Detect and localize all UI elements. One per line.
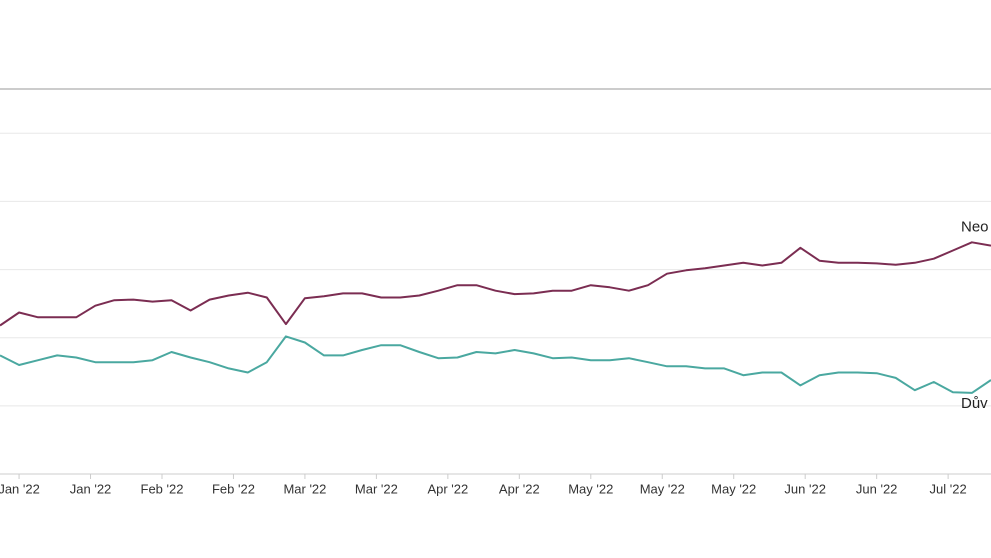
x-tick-label: Jun '22 — [856, 481, 898, 496]
x-tick-label: May '22 — [711, 481, 756, 496]
series-label: Dův — [961, 395, 988, 412]
x-tick-label: May '22 — [568, 481, 613, 496]
x-tick-label: Jan '22 — [70, 481, 112, 496]
x-tick-label: Mar '22 — [355, 481, 398, 496]
x-tick-label: Apr '22 — [499, 481, 540, 496]
series-line — [0, 241, 991, 327]
x-tick-label: Feb '22 — [212, 481, 255, 496]
x-tick-label: Feb '22 — [141, 481, 184, 496]
series-label: Neo — [961, 219, 989, 236]
x-tick-label: Jan '22 — [0, 481, 40, 496]
x-tick-label: Apr '22 — [427, 481, 468, 496]
x-tick-label: Jul '22 — [930, 481, 967, 496]
x-tick-label: Jun '22 — [784, 481, 826, 496]
series-line — [0, 335, 991, 394]
x-tick-label: Mar '22 — [283, 481, 326, 496]
x-tick-label: May '22 — [640, 481, 685, 496]
